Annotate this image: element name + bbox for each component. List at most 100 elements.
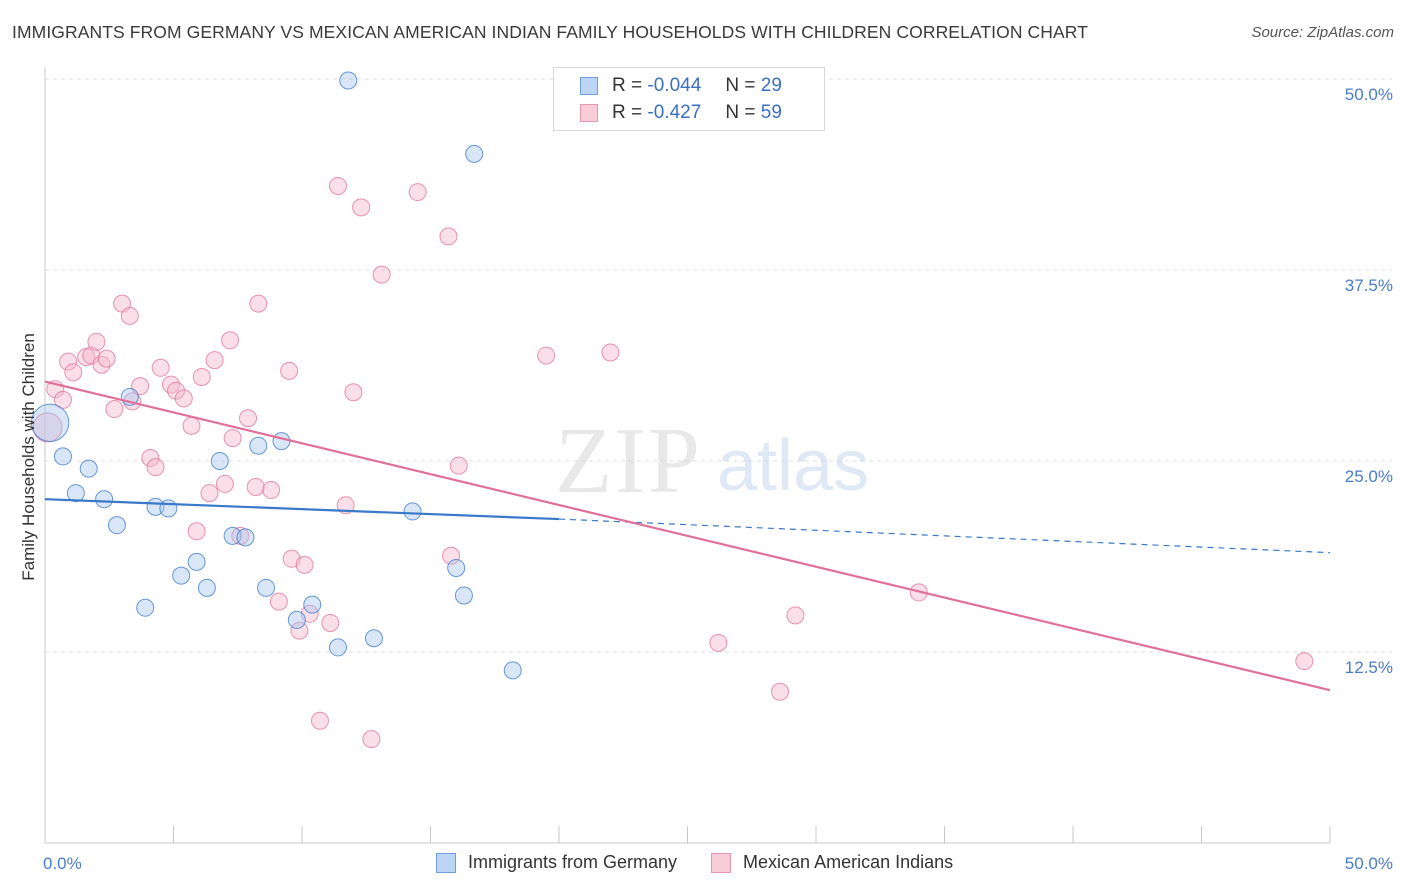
- chart-title: IMMIGRANTS FROM GERMANY VS MEXICAN AMERI…: [12, 22, 1089, 42]
- mexican-point: [269, 592, 288, 611]
- germany-point: [66, 484, 85, 503]
- mexican-point: [280, 361, 299, 380]
- mexican-point: [205, 351, 224, 370]
- legend-n-value: 59: [760, 102, 782, 123]
- mexican-point: [1295, 652, 1314, 671]
- mexican-point: [262, 481, 281, 500]
- mexican-point: [120, 306, 139, 325]
- germany-point: [79, 459, 98, 478]
- germany-point: [136, 598, 155, 617]
- mexican-point: [344, 383, 363, 402]
- legend-row-germany: R = -0.044 N = 29: [580, 74, 782, 98]
- legend-row-mexican: R = -0.427 N = 59: [580, 101, 782, 125]
- y-tick-label: 37.5%: [1345, 276, 1393, 295]
- regression-lines: [44, 380, 1331, 692]
- mexican-point: [167, 381, 186, 400]
- mexican-point: [601, 343, 620, 362]
- mexican-point: [408, 183, 427, 202]
- legend-r-label: R =: [612, 75, 643, 96]
- mexican-point: [87, 332, 106, 351]
- germany-point: [403, 502, 422, 521]
- germany-point: [223, 526, 242, 545]
- germany-point: [30, 403, 70, 442]
- y-axis-label: Family Households with Children: [19, 333, 38, 581]
- grid-lines: [45, 78, 1392, 653]
- legend-n-label: N =: [725, 102, 756, 123]
- mexican-point: [141, 448, 160, 467]
- mexican-point: [187, 522, 206, 541]
- mexican-point: [221, 331, 240, 350]
- mexican-point: [182, 416, 201, 435]
- mexican-point: [439, 227, 458, 246]
- mexican-point: [362, 730, 381, 749]
- mexican-point: [295, 555, 314, 574]
- legend-swatch-pink: [711, 852, 732, 873]
- germany-point: [272, 432, 291, 451]
- mexican-point: [92, 355, 111, 374]
- legend-swatch-pink: [580, 104, 598, 122]
- mexican-point: [82, 346, 101, 365]
- mexican-point: [709, 633, 728, 652]
- legend-n-label: N =: [725, 75, 756, 96]
- legend-n-value: 29: [760, 75, 782, 96]
- germany-point: [210, 452, 229, 470]
- germany-point: [53, 447, 72, 466]
- x-tick-label: 50.0%: [1345, 854, 1393, 873]
- mexican-point: [32, 412, 63, 443]
- germany-point: [465, 144, 484, 163]
- germany-point: [249, 436, 268, 455]
- germany-point: [328, 638, 347, 657]
- source-label: Source: ZipAtlas.com: [1251, 24, 1394, 41]
- mexican-point: [64, 363, 83, 382]
- germany-trend-extension: [558, 518, 1331, 554]
- germany-point: [503, 661, 522, 680]
- mexican-point: [537, 346, 556, 365]
- mexican-point: [151, 358, 170, 377]
- mexican-point: [249, 294, 268, 313]
- mexican-point: [146, 458, 165, 477]
- y-tick-label: 12.5%: [1345, 658, 1393, 677]
- germany-point: [159, 499, 178, 518]
- series-legend: Immigrants from Germany Mexican American…: [436, 852, 987, 873]
- legend-r-value: -0.427: [647, 102, 702, 123]
- mexican-point: [310, 711, 329, 730]
- y-tick-label: 50.0%: [1345, 85, 1393, 104]
- legend-r-value: -0.044: [647, 75, 702, 96]
- germany-trend-line: [44, 498, 560, 521]
- mexican-point: [239, 409, 258, 428]
- watermark-atlas: atlas: [717, 426, 869, 506]
- mexican-point: [53, 390, 72, 409]
- tick-labels: 12.5% 25.0% 37.5% 50.0% 0.0% 50.0%: [43, 85, 1393, 873]
- mexican-point: [372, 265, 391, 284]
- germany-point: [287, 610, 306, 629]
- mexican-point: [352, 198, 371, 217]
- legend-item-germany: Immigrants from Germany: [436, 852, 677, 873]
- mexican-point: [786, 606, 805, 625]
- germany-point: [107, 516, 126, 535]
- watermark-zip: ZIP: [555, 409, 702, 513]
- mexican-point: [174, 389, 193, 408]
- mexican-point: [321, 613, 340, 632]
- mexican-trend-line: [44, 380, 1331, 692]
- legend-r-label: R =: [612, 102, 643, 123]
- legend-label-mexican: Mexican American Indians: [743, 852, 954, 872]
- x-tick-label: 0.0%: [43, 854, 82, 873]
- germany-point: [339, 71, 358, 90]
- mexican-point: [200, 484, 219, 503]
- germany-point: [364, 629, 383, 648]
- legend-swatch-blue: [436, 852, 456, 873]
- mexican-point: [449, 456, 468, 475]
- mexican-point: [215, 474, 234, 493]
- mexican-point: [105, 400, 124, 419]
- germany-point: [454, 586, 473, 605]
- mexican-point: [59, 352, 78, 371]
- germany-point: [236, 528, 255, 547]
- germany-point: [197, 578, 216, 597]
- germany-point: [187, 552, 206, 571]
- germany-point: [303, 595, 322, 614]
- blue-series-points: [30, 71, 522, 680]
- mexican-point: [290, 621, 309, 640]
- mexican-point: [223, 429, 242, 448]
- mexican-point: [246, 477, 265, 496]
